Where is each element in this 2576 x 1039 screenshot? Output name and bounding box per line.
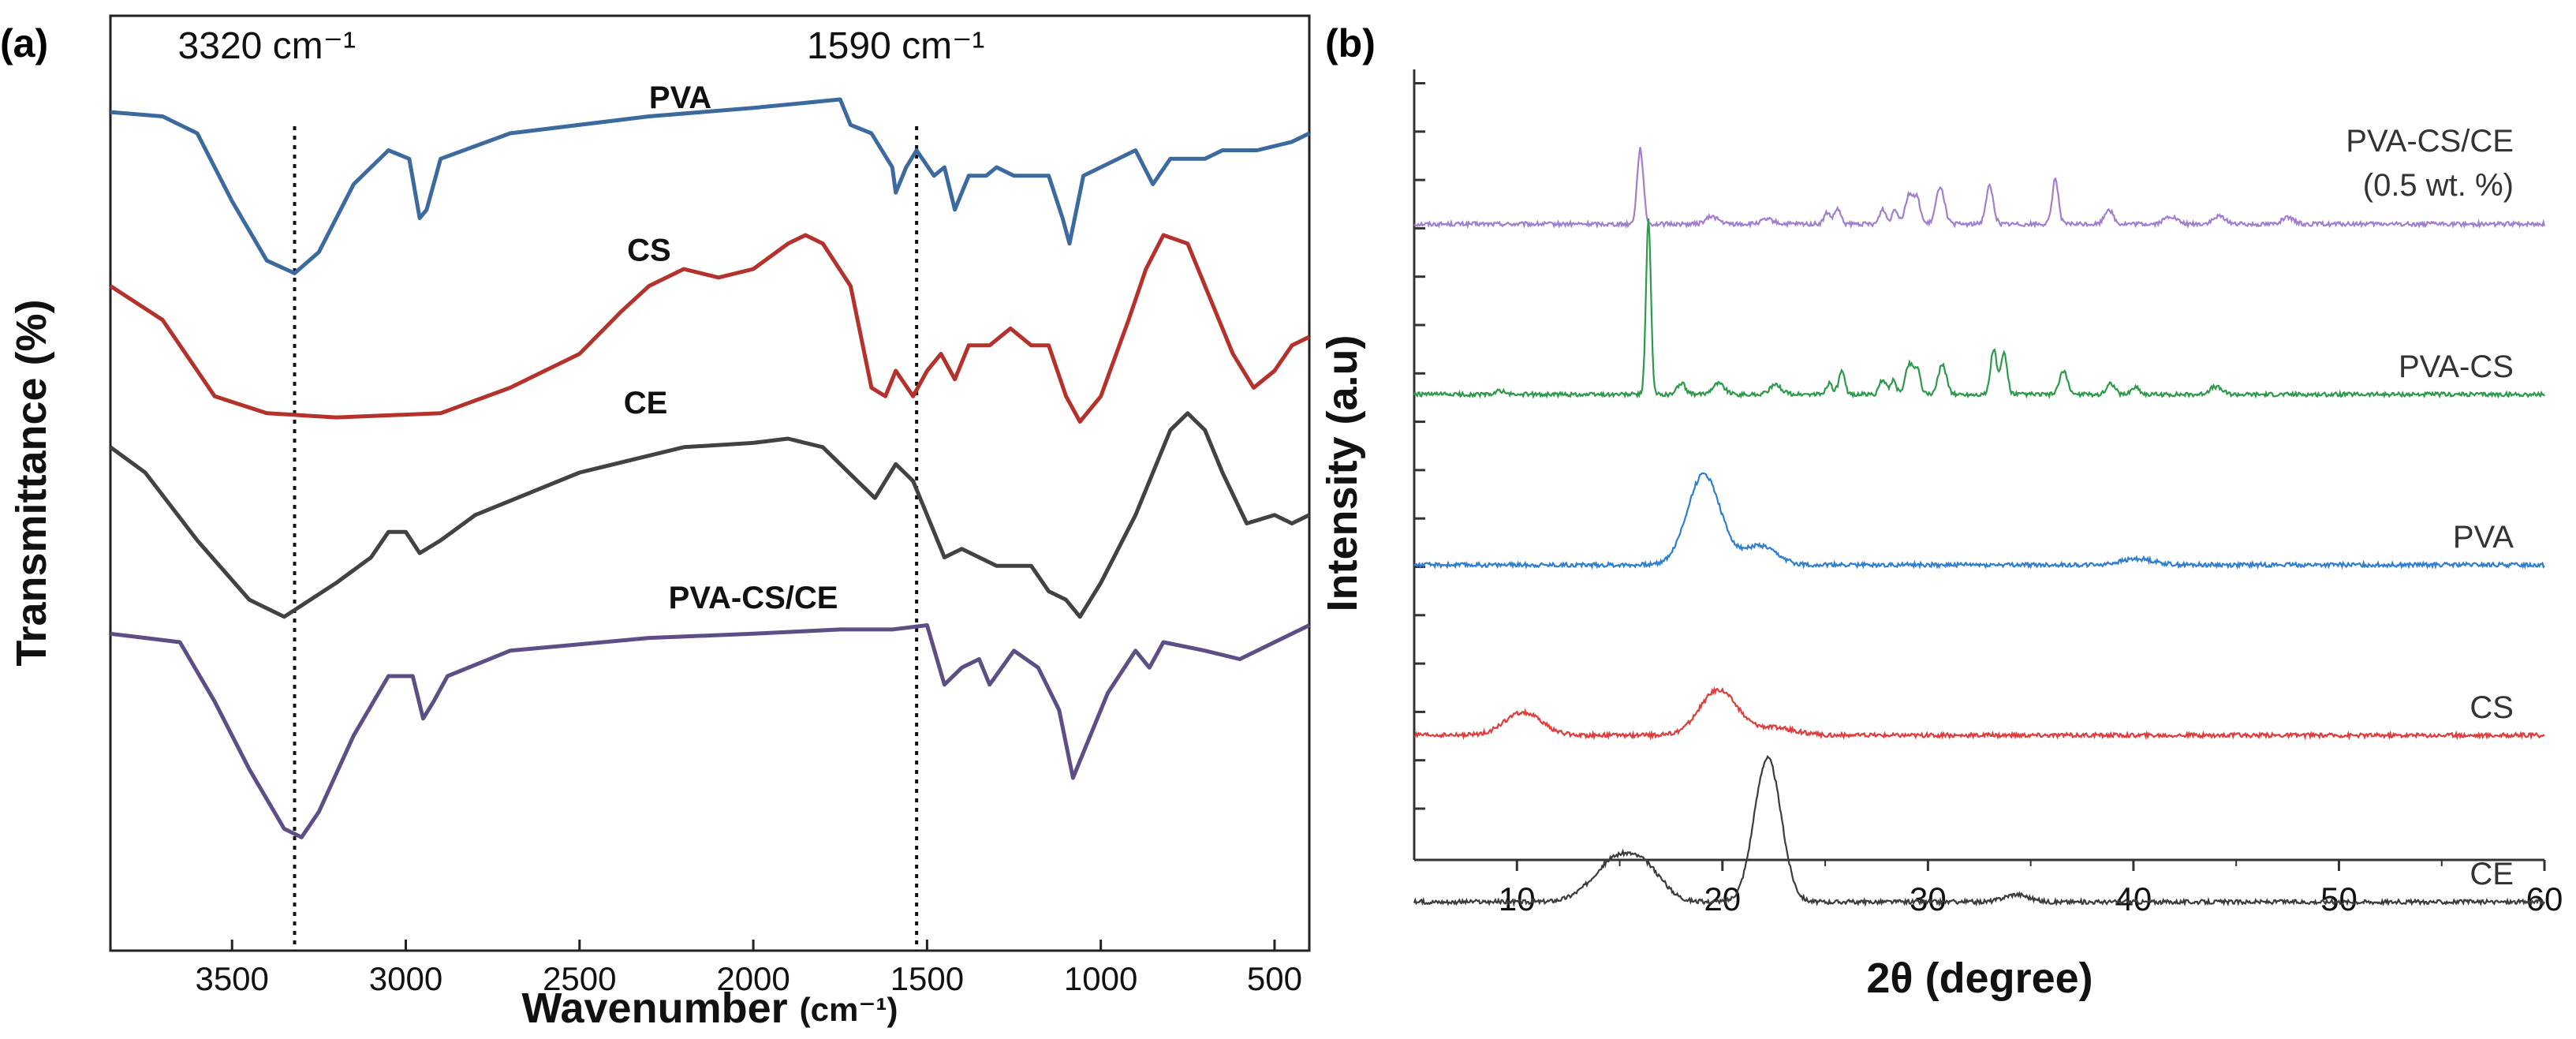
panel-a-x-axis-title-unit: (cm⁻¹) bbox=[800, 991, 898, 1028]
panel-b-x-axis-title: 2θ (degree) bbox=[1866, 955, 2093, 1002]
panel-a-y-axis-title: Transmittance (%) bbox=[8, 299, 55, 666]
panel-b-label: (b) bbox=[1325, 21, 1376, 65]
panel-a-series-labels: PVA CS CE PVA-CS/CE bbox=[624, 80, 838, 615]
panel-a-chart: (a) 3500 3000 2500 2000 1500 1000 500 3320 cm⁻… bbox=[0, 14, 1311, 1032]
series-label-pva-cs-ce: PVA-CS/CE bbox=[669, 581, 838, 615]
series-line-pva-cs-ce bbox=[1413, 147, 2546, 230]
panel-a-x-tick-label: 1000 bbox=[1064, 960, 1137, 997]
panel-a-frame bbox=[109, 14, 1311, 952]
panel-b-x-tick-label: 50 bbox=[2320, 880, 2358, 918]
series-label-ce: CE bbox=[624, 386, 668, 420]
panel-a-x-tick-label: 3000 bbox=[369, 960, 442, 997]
panel-b-x-ticks: 10 20 30 40 50 60 bbox=[1499, 860, 2563, 918]
series-line-ce bbox=[1413, 754, 2545, 907]
panel-b-series bbox=[1413, 147, 2546, 907]
panel-a-x-tick-label: 3500 bbox=[195, 960, 268, 997]
panel-b-series-labels: PVA-CS/CE (0.5 wt. %) PVA-CS PVA CS CE bbox=[2346, 124, 2514, 891]
panel-a-x-tick-label: 1500 bbox=[890, 960, 964, 997]
panel-a-series bbox=[109, 97, 1311, 839]
panel-b-chart: (b) 10 20 30 40 50 60 PVA-CS/CE(0.5 wt. %)PVA… bbox=[1319, 21, 2563, 1002]
panel-a-x-ticks: 3500 3000 2500 2000 1500 1000 500 bbox=[195, 940, 1302, 997]
annotation-3320-cm: 3320 cm⁻¹ bbox=[178, 25, 356, 67]
series-label-pva-cs-ce-detail: (0.5 wt. %) bbox=[2363, 168, 2514, 203]
series-line-cs bbox=[109, 233, 1311, 424]
panel-b-x-tick-label: 10 bbox=[1499, 880, 1536, 918]
series-line-pva-cs bbox=[1413, 218, 2545, 400]
panel-a-label: (a) bbox=[0, 21, 48, 65]
series-label-pva: PVA bbox=[649, 80, 711, 115]
series-line-pva-cs-ce bbox=[110, 623, 1311, 839]
series-label-pva-cs: PVA-CS bbox=[2399, 349, 2514, 384]
panel-a-reference-lines: 3320 cm⁻¹ 1590 cm⁻¹ bbox=[178, 25, 984, 951]
series-label-pva-cs-ce: PVA-CS/CE bbox=[2346, 124, 2514, 159]
panel-b-y-ticks bbox=[1414, 82, 1425, 810]
panel-a-x-tick-label: 500 bbox=[1247, 960, 1302, 997]
series-line-pva bbox=[110, 97, 1311, 275]
panel-b-x-tick-label: 60 bbox=[2526, 880, 2563, 918]
panel-b-x-tick-label: 30 bbox=[1910, 880, 1947, 918]
panel-a-x-tick-label: 2000 bbox=[716, 960, 790, 997]
series-line-ce bbox=[109, 411, 1311, 619]
panel-a-x-axis-title-main: Wavenumber bbox=[522, 985, 788, 1032]
series-line-pva bbox=[1413, 472, 2545, 570]
series-label-cs: CS bbox=[627, 233, 671, 267]
annotation-1590-cm: 1590 cm⁻¹ bbox=[807, 25, 984, 67]
series-label-cs: CS bbox=[2470, 690, 2514, 725]
series-label-pva: PVA bbox=[2453, 520, 2514, 555]
panel-a-x-axis-title: Wavenumber (cm⁻¹) bbox=[522, 985, 898, 1032]
panel-b-y-axis-title: Intensity (a.u) bbox=[1319, 334, 1366, 611]
panel-b-x-tick-label: 40 bbox=[2115, 880, 2152, 918]
panel-a-x-tick-label: 2500 bbox=[543, 960, 616, 997]
series-label-ce: CE bbox=[2470, 857, 2514, 891]
series-line-cs bbox=[1414, 686, 2545, 741]
